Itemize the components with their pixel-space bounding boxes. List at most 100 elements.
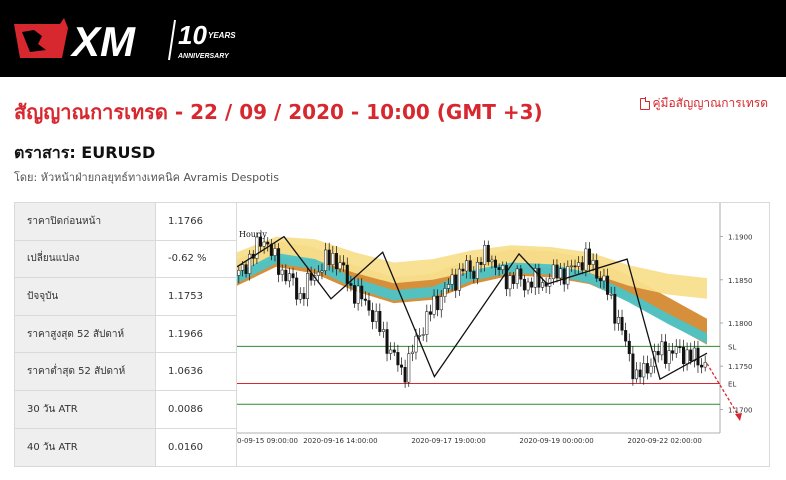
stat-value: 1.1753 — [156, 278, 237, 315]
signal-guide-label: คู่มือสัญญาณการเทรด — [652, 96, 769, 110]
candle-body — [504, 265, 508, 290]
candle-body — [295, 277, 299, 300]
xm-logo[interactable]: XM 10 YEARS ANNIVERSARY — [12, 14, 242, 64]
stat-value: 0.0160 — [156, 428, 237, 466]
anniversary-years: YEARS — [208, 31, 236, 40]
candle-body — [450, 274, 454, 285]
candle-body — [305, 273, 310, 299]
stat-value: 0.0086 — [156, 391, 237, 428]
candle-body — [266, 241, 270, 245]
candle-body — [385, 329, 389, 354]
candle-body — [486, 244, 490, 263]
candle-body — [519, 268, 523, 280]
candle-body — [620, 317, 624, 331]
candle-body — [414, 335, 418, 353]
candle-body — [392, 349, 396, 353]
stat-label: ราคาต่ำสุด 52 สัปดาห์ — [15, 353, 156, 390]
band-yellow — [237, 236, 707, 299]
candle-body — [237, 270, 241, 276]
candle-body — [660, 341, 664, 356]
candle-body — [352, 285, 357, 304]
candle-body — [461, 268, 465, 272]
candle-body — [479, 261, 483, 265]
x-tick-label: 2020-09-22 02:00:00 — [628, 437, 702, 445]
candle-body — [457, 268, 461, 291]
candle-body — [569, 265, 573, 268]
candle-body — [681, 346, 686, 365]
projection-line — [706, 363, 741, 419]
candle-body — [360, 285, 364, 300]
stat-label: 40 วัน ATR — [15, 428, 156, 466]
candle-body — [689, 349, 693, 362]
stat-label: เปลี่ยนแปลง — [15, 240, 156, 278]
candle-body — [277, 248, 281, 275]
stat-label: 30 วัน ATR — [15, 391, 156, 428]
candle-body — [685, 349, 689, 365]
candle-body — [324, 249, 328, 271]
logo-divider — [168, 19, 176, 61]
candle-body — [566, 266, 570, 285]
x-tick-label: 2020-09-17 19:00:00 — [411, 437, 485, 445]
candle-body — [663, 341, 667, 364]
candle-body — [616, 317, 620, 324]
site-header: XM 10 YEARS ANNIVERSARY — [0, 0, 786, 77]
candle-body — [334, 253, 338, 270]
candle-body — [287, 273, 291, 282]
candle-body — [425, 311, 429, 335]
candle-body — [555, 264, 559, 279]
candle-body — [559, 268, 563, 279]
candle-body — [591, 260, 595, 265]
author-line: โดย: หัวหน้าฝ่ายกลยุทธ์ทางเทคนิค Avramis… — [14, 171, 279, 184]
candle-body — [342, 262, 346, 266]
candle-body — [403, 367, 407, 383]
candle-body — [407, 353, 411, 383]
candle-body — [678, 346, 682, 348]
instrument-heading: ตราสาร: EURUSD — [14, 143, 156, 162]
candle-body — [634, 369, 639, 380]
level-label-el: EL — [728, 380, 736, 388]
signal-guide-link[interactable]: คู่มือสัญญาณการเทรด — [639, 94, 769, 113]
candle-body — [696, 347, 700, 366]
candle-body — [273, 248, 277, 256]
candle-body — [363, 298, 367, 301]
candle-body — [371, 310, 375, 322]
candle-body — [642, 363, 646, 378]
candle-body — [540, 282, 545, 288]
candle-body — [562, 268, 566, 285]
stat-row-previous-close: ราคาปิดก่อนหน้า 1.1766 — [15, 203, 237, 241]
stat-row-atr-40: 40 วัน ATR 0.0160 — [15, 428, 237, 466]
candle-body — [551, 264, 555, 280]
candle-body — [530, 281, 534, 288]
candle-body — [606, 275, 610, 295]
candle-body — [627, 340, 631, 355]
timeframe-label: Hourly — [239, 230, 267, 239]
candle-body — [493, 259, 498, 268]
anniversary-word: ANNIVERSARY — [177, 53, 230, 60]
signal-panel: ราคาปิดก่อนหน้า 1.1766 เปลี่ยนแปลง -0.62… — [14, 202, 770, 467]
candle-body — [327, 249, 331, 265]
candle-body — [472, 271, 476, 279]
candle-body — [667, 350, 671, 364]
candle-body — [656, 351, 660, 356]
candle-body — [381, 329, 385, 332]
candle-body — [602, 275, 606, 282]
pdf-icon — [639, 97, 650, 110]
candle-body — [671, 350, 675, 354]
candle-body — [399, 364, 404, 368]
stat-value: 1.1766 — [156, 203, 237, 240]
y-tick-label: 1.1900 — [728, 234, 753, 242]
candle-body — [418, 335, 422, 337]
candle-body — [349, 283, 353, 286]
candle-body — [598, 278, 602, 282]
candle-body — [338, 262, 342, 270]
candle-body — [410, 351, 414, 355]
level-label-sl: SL — [728, 343, 736, 351]
candle-body — [700, 364, 704, 368]
candle-body — [573, 265, 577, 268]
candle-body — [298, 293, 302, 300]
stat-value: -0.62 % — [156, 240, 237, 278]
candle-body — [396, 352, 400, 366]
candle-body — [631, 353, 635, 380]
candle-body — [302, 293, 306, 299]
candle-body — [432, 295, 436, 315]
